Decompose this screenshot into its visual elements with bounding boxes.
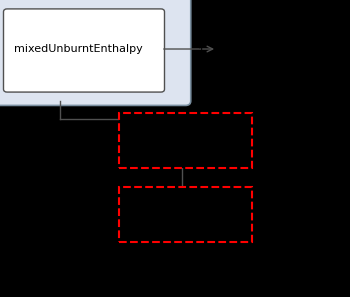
Text: derivedFvPatchFields: derivedFvPatchFields (19, 13, 137, 23)
Text: mixedUnburntEnthalpy: mixedUnburntEnthalpy (14, 44, 143, 54)
FancyBboxPatch shape (4, 9, 164, 92)
Text: 1: 1 (198, 47, 205, 57)
Bar (119, 113, 252, 168)
Bar (119, 187, 252, 242)
FancyBboxPatch shape (0, 0, 191, 105)
